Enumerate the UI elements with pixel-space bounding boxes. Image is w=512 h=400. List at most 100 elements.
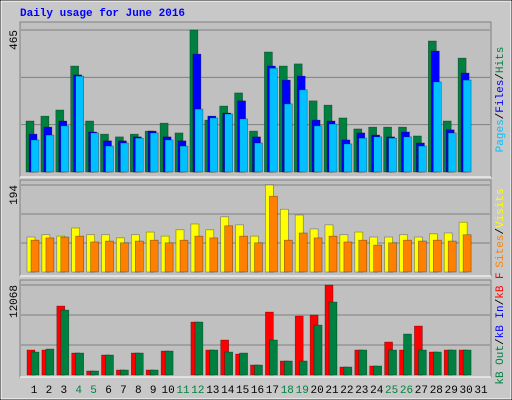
bar (30, 351, 40, 376)
x-tick-label: 20 (310, 385, 323, 397)
bar (388, 349, 397, 376)
bar (269, 67, 278, 173)
bar (373, 136, 383, 173)
bar (313, 237, 323, 273)
bar (194, 321, 204, 376)
bar (358, 239, 368, 273)
bar (283, 360, 293, 376)
bar (194, 235, 204, 273)
bar (462, 234, 472, 273)
x-tick-label: 11 (176, 385, 190, 397)
bar (60, 125, 70, 173)
x-tick-label: 9 (150, 385, 157, 397)
legend-separator: / (495, 73, 507, 80)
bar (403, 239, 412, 273)
x-tick-label: 16 (251, 385, 264, 397)
x-tick-label: 29 (445, 385, 458, 397)
bar (149, 132, 159, 173)
bar (283, 103, 293, 173)
bar (75, 352, 84, 376)
x-tick-label: 5 (90, 385, 97, 397)
bar (269, 339, 278, 376)
bar (45, 134, 55, 173)
bar (373, 365, 383, 376)
x-tick-label: 2 (46, 385, 53, 397)
bar (194, 108, 204, 173)
bar (135, 137, 144, 173)
bar (298, 360, 308, 376)
bar (179, 145, 189, 173)
bar (358, 349, 368, 376)
legend-separator: / (495, 299, 507, 306)
bar (343, 143, 353, 173)
bar (209, 117, 219, 173)
x-tick-label: 4 (75, 385, 82, 397)
bar (164, 242, 174, 273)
bar (105, 145, 114, 173)
bar (239, 235, 248, 273)
x-tick-label: 17 (266, 385, 279, 397)
bar (418, 240, 427, 273)
bar (164, 139, 174, 173)
bar (254, 142, 263, 173)
x-tick-label: 6 (105, 385, 112, 397)
x-tick-label: 27 (415, 385, 428, 397)
legend-entry: Files (495, 80, 507, 113)
bar (254, 242, 263, 273)
x-tick-label: 10 (161, 385, 174, 397)
bar (418, 349, 427, 376)
x-tick-label: 21 (325, 385, 339, 397)
bar (30, 139, 40, 173)
bar (432, 81, 442, 173)
bar (432, 351, 442, 376)
chart-title: Daily usage for June 2016 (20, 8, 185, 20)
bar (283, 239, 293, 273)
x-tick-label: 30 (459, 385, 472, 397)
bar (328, 123, 338, 173)
bar (45, 348, 55, 376)
bar (120, 242, 129, 273)
bar (224, 113, 233, 173)
legend-separator: / (495, 338, 507, 345)
bar (447, 240, 457, 273)
bar (343, 241, 353, 273)
bar (418, 145, 427, 173)
bar (60, 309, 70, 376)
bar (224, 225, 233, 273)
legend-entry: kB In (495, 305, 507, 338)
x-tick-label: 25 (385, 385, 398, 397)
bar (403, 136, 412, 173)
x-tick-label: 18 (281, 385, 294, 397)
legend-entry: kB Out (495, 345, 507, 385)
x-tick-label: 15 (236, 385, 249, 397)
bar (313, 324, 323, 376)
legend-entry: Hits (495, 47, 507, 73)
bar (403, 333, 412, 376)
legend: kB Out/kB In/kB F (495, 272, 507, 384)
bar (328, 235, 338, 273)
bar (298, 89, 308, 173)
x-tick-label: 26 (400, 385, 413, 397)
bar (90, 370, 99, 376)
bar (135, 352, 144, 376)
bar (75, 75, 84, 173)
bar (462, 79, 472, 173)
legend-entry: Pages (495, 119, 507, 152)
y-tick-label: 465 (9, 30, 21, 50)
x-tick-label: 23 (355, 385, 368, 397)
bar (358, 137, 368, 173)
bar (45, 237, 55, 273)
legend-entry: Visits (495, 188, 507, 228)
x-tick-label: 7 (120, 385, 127, 397)
bar (209, 237, 219, 273)
x-tick-label: 31 (474, 385, 488, 397)
bar (298, 232, 308, 273)
bar (90, 132, 99, 173)
x-tick-label: 28 (430, 385, 443, 397)
bar (447, 132, 457, 173)
bar (135, 240, 144, 273)
bar (90, 241, 99, 273)
x-tick-label: 24 (370, 385, 384, 397)
x-tick-label: 8 (135, 385, 142, 397)
